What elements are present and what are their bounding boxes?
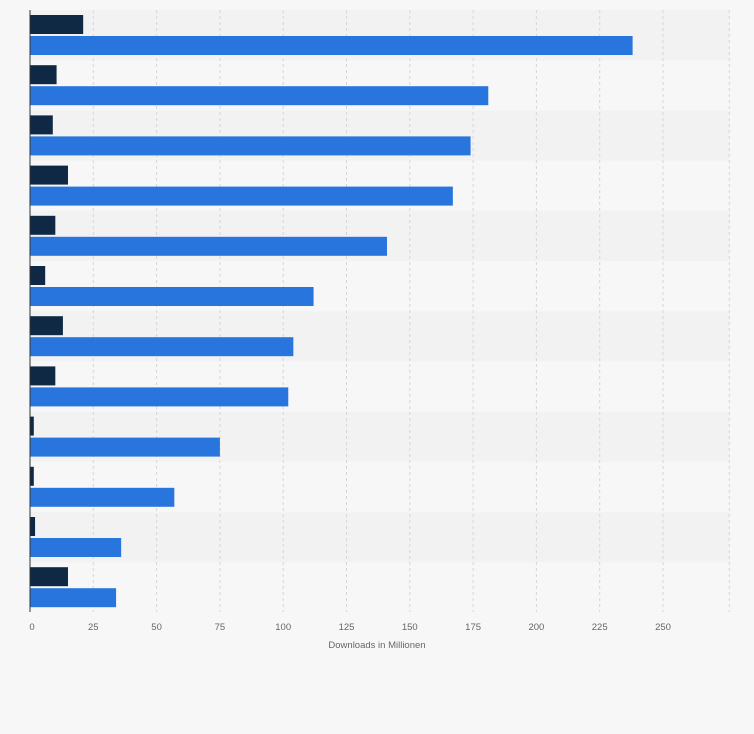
bar-series-1 [30,266,46,285]
bar-series-1 [30,517,36,536]
gridlines [92,10,730,612]
bar-series-1 [30,165,68,185]
x-tick-labels: 0 25 50 75 100 125 150 175 200 225 250 [29,622,671,633]
bar-series-2 [30,36,633,55]
bar-series-2 [30,186,453,206]
bar-series-2 [30,487,175,507]
bar-series-1 [30,466,34,486]
bar-series-2 [30,236,388,256]
x-tick-label: 225 [592,622,608,633]
x-tick-label: 75 [215,622,226,633]
x-tick-label: 125 [339,622,355,633]
row-band [30,512,730,563]
bar-series-2 [30,136,471,156]
bar-series-2 [30,588,117,608]
bar-series-2 [30,538,122,557]
x-axis-title: Downloads in Millionen [328,640,425,651]
x-tick-label: 150 [402,622,418,633]
bar-series-1 [30,15,84,34]
bar-series-1 [30,65,57,85]
x-tick-label: 25 [88,622,99,633]
bar-series-1 [30,215,56,235]
bar-series-2 [30,387,289,407]
bar-series-1 [30,316,63,336]
bar-series-1 [30,115,53,135]
x-tick-label: 0 [29,622,34,633]
x-tick-label: 50 [151,622,162,633]
x-tick-label: 175 [465,622,481,633]
x-tick-label: 100 [275,622,291,633]
bar-series-1 [30,366,56,386]
x-tick-label: 250 [655,622,671,633]
row-band [30,562,730,613]
bar-series-2 [30,337,294,357]
bars [30,15,633,608]
bar-series-1 [30,416,34,436]
bar-series-1 [30,567,68,587]
bar-series-2 [30,287,314,306]
bar-series-2 [30,86,489,106]
bar-series-2 [30,437,220,457]
x-tick-label: 200 [528,622,544,633]
